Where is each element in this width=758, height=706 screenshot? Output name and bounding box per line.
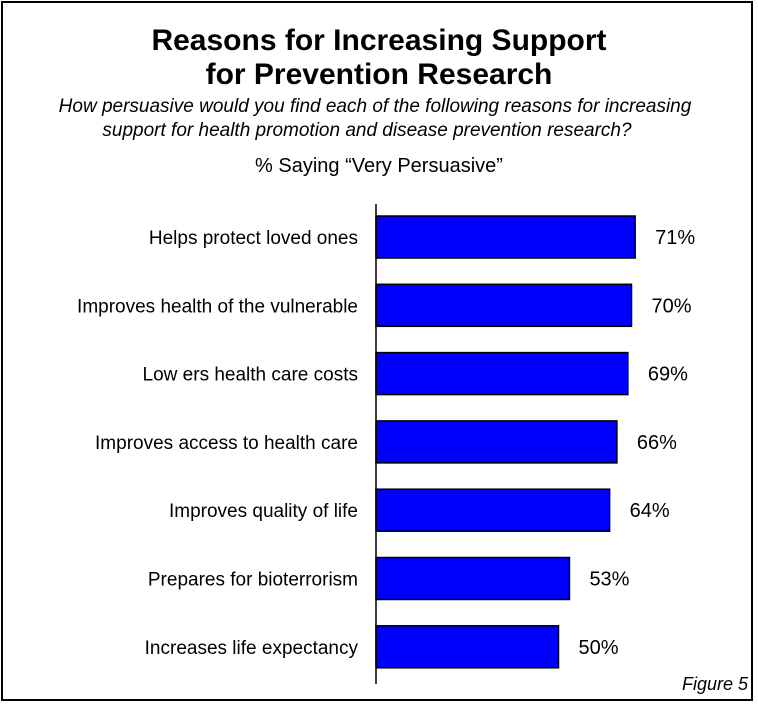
bar: [375, 556, 571, 601]
category-label: Increases life expectancy: [145, 638, 359, 659]
bar: [375, 625, 560, 669]
survey-question-line-1: How persuasive would you find each of th…: [58, 96, 692, 117]
value-label: 66%: [637, 432, 677, 454]
category-label: Improves health of the vulnerable: [77, 296, 358, 317]
category-label: Helps protect loved ones: [149, 228, 358, 249]
chart-title-line-1: Reasons for Increasing Support: [151, 24, 607, 57]
bar: [375, 420, 618, 464]
value-label: 69%: [648, 364, 688, 386]
chart-title-line-2: for Prevention Research: [205, 58, 553, 91]
bar: [375, 283, 633, 328]
bar: [375, 215, 636, 259]
bar: [375, 488, 611, 532]
category-label: Prepares for bioterrorism: [148, 570, 358, 591]
value-label: 50%: [579, 637, 619, 659]
value-label: 70%: [652, 295, 692, 317]
figure-label: Figure 5: [681, 674, 748, 694]
bar: [375, 351, 629, 396]
category-label: Improves access to health care: [95, 433, 358, 454]
survey-question-line-2: support for health promotion and disease…: [102, 120, 632, 141]
measure-label: % Saying “Very Persuasive”: [255, 155, 503, 177]
value-label: 71%: [655, 227, 695, 249]
value-label: 53%: [589, 569, 629, 591]
category-label: Improves quality of life: [169, 501, 358, 522]
category-label: Low ers health care costs: [143, 365, 358, 386]
value-label: 64%: [630, 500, 670, 522]
